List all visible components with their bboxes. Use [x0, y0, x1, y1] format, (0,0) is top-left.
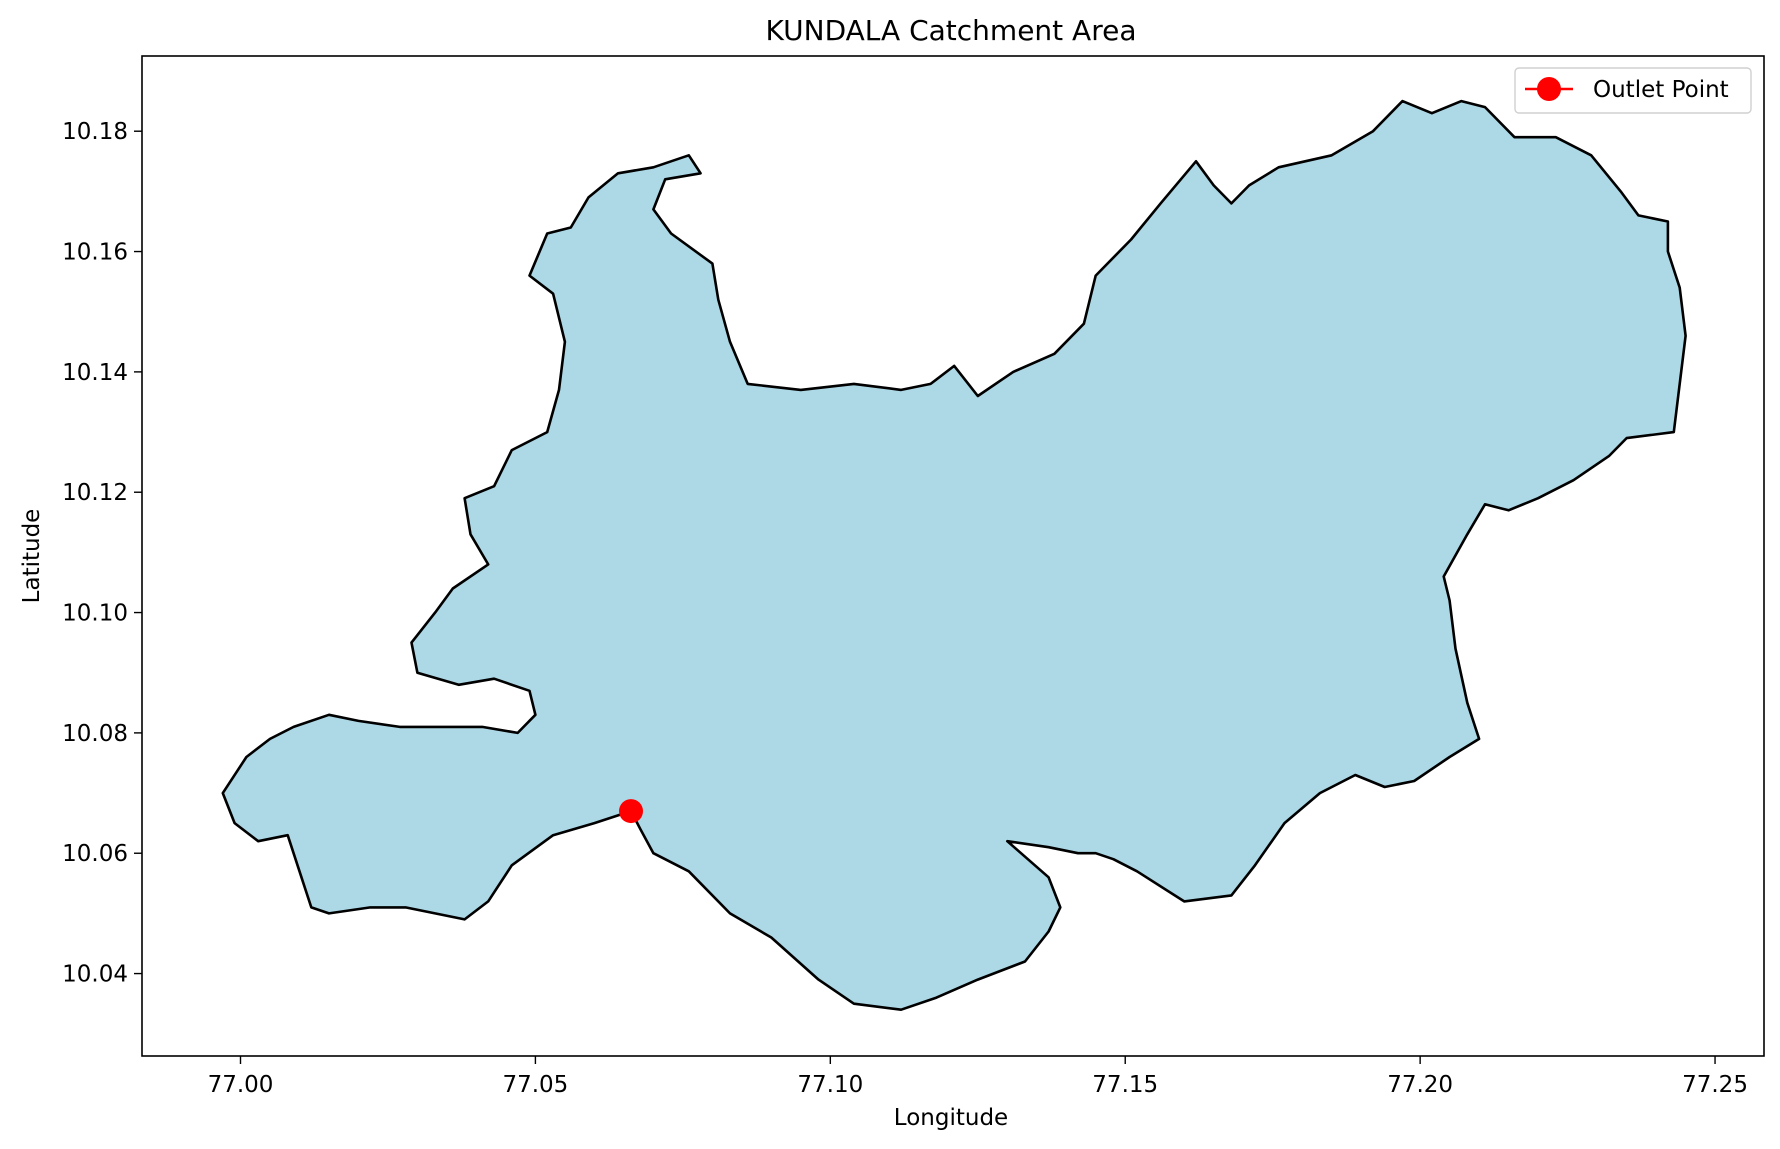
- x-tick-label: 77.25: [1682, 1072, 1748, 1098]
- chart-title: KUNDALA Catchment Area: [766, 14, 1137, 47]
- y-axis-label: Latitude: [19, 509, 45, 604]
- x-tick-label: 77.00: [208, 1072, 274, 1098]
- legend-marker-icon: [1537, 77, 1561, 101]
- x-tick-label: 77.10: [797, 1072, 863, 1098]
- y-tick-label: 10.12: [62, 480, 128, 506]
- plot-frame: [141, 55, 1765, 1057]
- legend-label-outlet-point: Outlet Point: [1593, 77, 1729, 103]
- x-tick-label: 77.20: [1387, 1072, 1453, 1098]
- x-tick-label: 77.05: [502, 1072, 568, 1098]
- y-tick-label: 10.06: [62, 841, 128, 867]
- y-tick-label: 10.10: [62, 601, 128, 627]
- y-tick-label: 10.18: [62, 119, 128, 145]
- y-tick-label: 10.08: [62, 721, 128, 747]
- outlet-point-marker: [619, 799, 643, 824]
- catchment-polygon: [221, 99, 1687, 1011]
- y-tick-label: 10.16: [62, 240, 128, 266]
- legend: Outlet Point: [1514, 67, 1752, 114]
- x-axis-label: Longitude: [894, 1105, 1008, 1131]
- legend-box: [1514, 67, 1752, 114]
- y-tick-label: 10.04: [62, 962, 128, 988]
- x-axis: 77.00 77.05 77.10 77.15 77.20 77.25: [208, 1056, 1748, 1098]
- y-axis: 10.04 10.06 10.08 10.10 10.12 10.14 10.16 10.18: [62, 119, 142, 988]
- y-tick-label: 10.14: [62, 360, 128, 386]
- x-tick-label: 77.15: [1092, 1072, 1158, 1098]
